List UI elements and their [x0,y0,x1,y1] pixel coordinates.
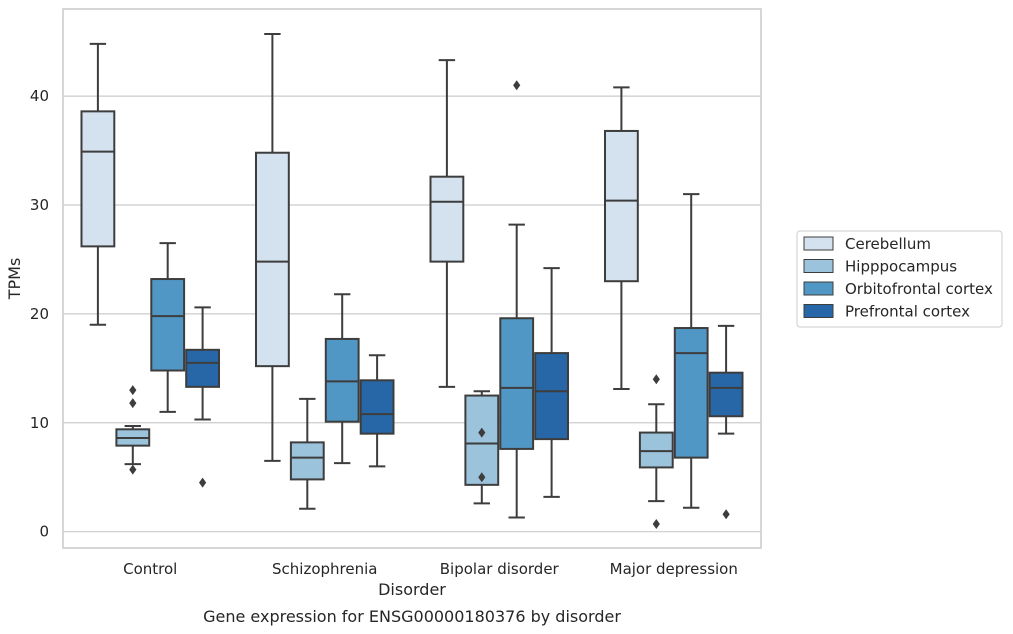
y-tick-label: 40 [30,87,49,105]
outlier-point [478,427,486,438]
legend-label: Prefrontal cortex [845,303,970,321]
x-tick-label: Control [123,560,177,578]
box-element [534,267,570,498]
x-axis-label: Disorder [378,580,446,599]
box-iqr [185,348,221,388]
legend-swatch [803,259,834,273]
legend-item: Prefrontal cortex [803,303,970,321]
box-iqr [289,441,325,481]
x-tick-label: Major depression [610,560,738,578]
legend-swatch [803,281,834,296]
legend-swatch [803,236,834,251]
legend: Cerebellum Hipppocampus Orbitofrontal cort… [796,230,1003,328]
outlier-point [478,472,486,483]
x-tick-label: Schizophrenia [272,560,377,578]
box-iqr [254,151,290,368]
box-element [359,354,395,468]
box-iqr [429,175,465,263]
y-tick-label: 30 [30,196,49,214]
y-axis-label: TPMs [5,258,24,301]
y-tick-label: 10 [30,414,49,432]
y-tick-label: 0 [39,523,49,541]
outlier-point [513,80,521,91]
legend-frame [796,230,1003,328]
legend-item: Orbitofrontal cortex [803,280,993,298]
outlier-point [129,385,137,396]
chart-caption: Gene expression for ENSG00000180376 by d… [203,607,621,626]
legend-label: Orbitofrontal cortex [845,280,993,298]
box-element [289,397,325,510]
box-element [150,242,186,413]
series-orbitofrontal-cortex [150,80,709,519]
box-element [708,324,744,520]
box-iqr [534,352,570,441]
legend-item: Hipppocampus [803,258,957,276]
box-iqr [708,371,744,418]
legend-swatch [803,304,834,318]
series-prefrontal-cortex [185,267,744,520]
box-element [638,374,674,530]
plot-frame [62,8,762,549]
box-element [429,59,465,388]
box-iqr [80,110,116,248]
series-cerebellum [80,33,639,462]
box-element [254,33,290,462]
outlier-point [652,519,660,530]
box-element [673,193,709,509]
outlier-point [129,464,137,475]
box-iqr [638,431,674,469]
box-element [115,385,151,475]
y-tick-label: 20 [30,305,49,323]
outlier-point [129,398,137,409]
box-element [185,306,221,488]
box-element [464,390,500,505]
outlier-point [722,509,730,520]
box-iqr [673,327,709,459]
legend-item: Cerebellum [803,235,931,253]
box-iqr [324,337,360,423]
legend-label: Cerebellum [845,235,931,253]
box-element [80,42,116,326]
box-iqr [464,394,500,486]
box-element [499,80,535,519]
box-iqr [150,278,186,372]
box-iqr [603,129,639,283]
axis-ticks: 0 10 20 30 40 Control Schizophrenia Bipolar dis… [30,87,738,578]
legend-label: Hipppocampus [845,258,957,276]
box-plot-series [80,33,744,530]
box-iqr [359,379,395,435]
box-iqr [499,317,535,450]
outlier-point [652,374,660,385]
outlier-point [199,477,207,488]
series-hipppocampus [115,374,674,530]
box-element [603,86,639,391]
x-tick-label: Bipolar disorder [440,560,560,578]
box-element [324,293,360,465]
